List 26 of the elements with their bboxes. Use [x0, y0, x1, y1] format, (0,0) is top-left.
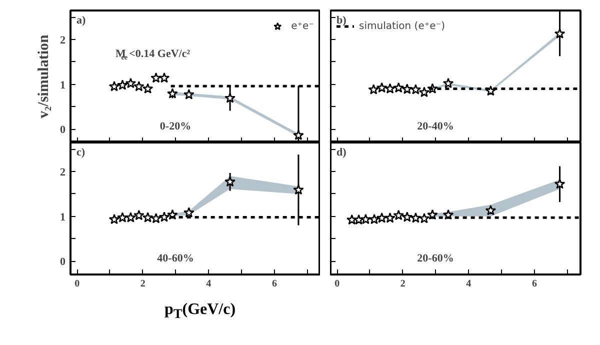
- legend-label: simulation (e⁺e⁻): [359, 20, 445, 32]
- annotation: d): [336, 146, 347, 158]
- y-tick-label: 0: [60, 256, 66, 268]
- x-tick-label: 6: [532, 278, 537, 290]
- y-tick-label: 0: [60, 124, 66, 136]
- x-tick-label: 4: [206, 278, 212, 290]
- annotation: b): [336, 14, 347, 26]
- legend-label: e⁺e⁻: [291, 20, 314, 32]
- x-tick-label: 2: [400, 278, 406, 290]
- y-axis-title: v₂/simulation: [36, 34, 52, 118]
- annotation: c): [76, 146, 86, 158]
- x-tick-label: 0: [334, 278, 340, 290]
- annotation: a): [76, 14, 86, 26]
- annotation: 0-20%: [160, 120, 192, 132]
- y-tick-label: 2: [60, 34, 66, 47]
- x-tick-label: 0: [74, 278, 80, 290]
- x-axis-title: p$_{T}$(GeV/c): [164, 301, 236, 324]
- annotation: 40-60%: [157, 252, 194, 264]
- x-tick-label: 4: [466, 278, 472, 290]
- y-tick-label: 2: [60, 166, 66, 179]
- x-tick-label: 2: [140, 278, 146, 290]
- y-tick-label: 1: [60, 79, 66, 92]
- annotation: 20-40%: [417, 120, 454, 132]
- annotation: 20-60%: [417, 252, 454, 264]
- y-tick-label: 1: [60, 211, 66, 224]
- x-tick-label: 6: [272, 278, 277, 290]
